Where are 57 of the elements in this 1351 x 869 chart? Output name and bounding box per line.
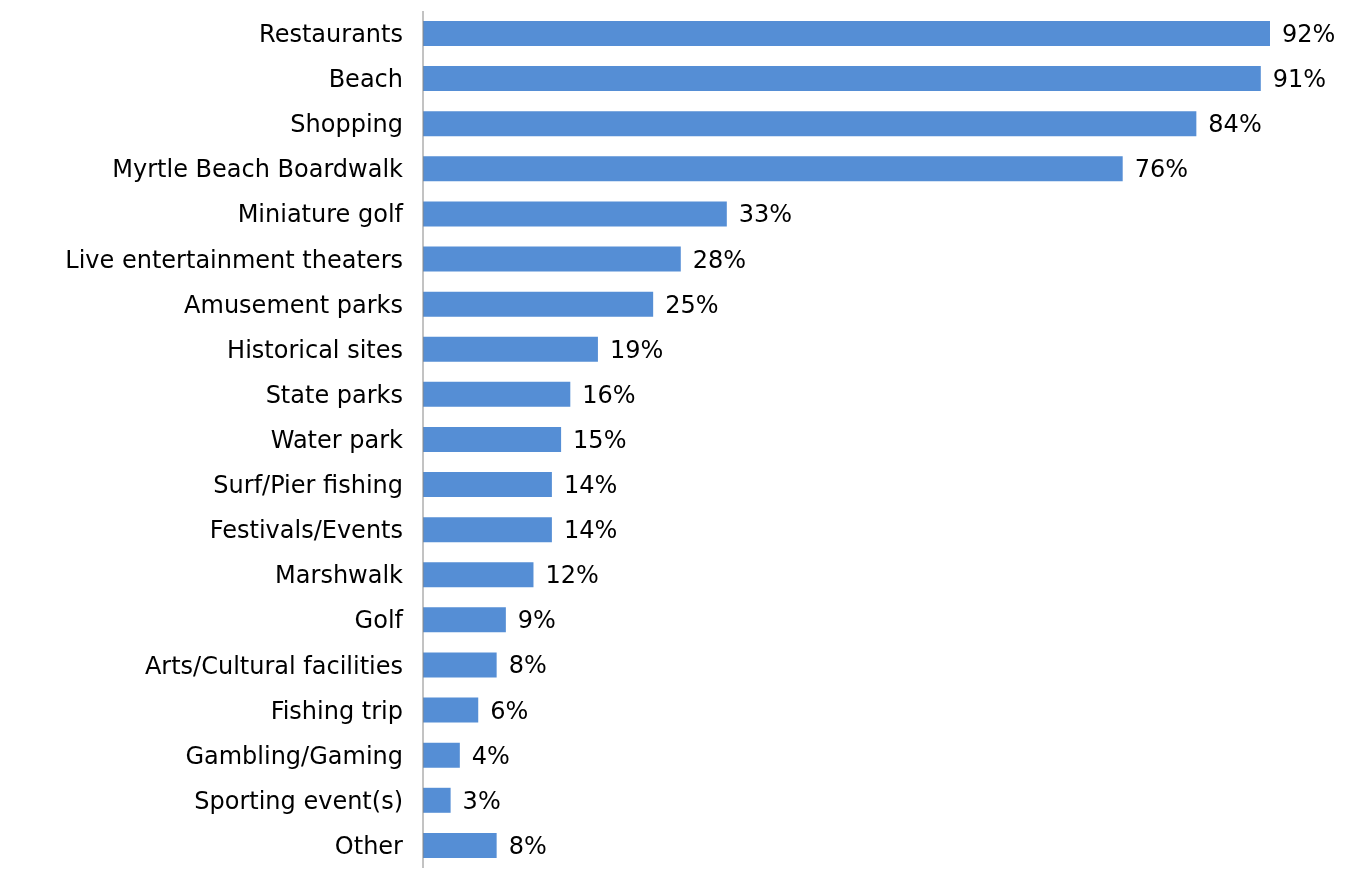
y-tick-label: Miniature golf: [237, 200, 404, 229]
data-label: 28%: [692, 245, 747, 274]
y-tick-label: Historical sites: [227, 335, 403, 364]
data-label: 4%: [471, 741, 510, 770]
data-label: 91%: [1272, 65, 1327, 94]
data-label: 25%: [665, 290, 719, 319]
bar: [423, 246, 681, 272]
bar: [423, 787, 451, 813]
bar: [423, 652, 497, 678]
bar: [423, 156, 1123, 182]
y-tick-label: Live entertainment theaters: [65, 245, 403, 274]
data-label: 8%: [508, 831, 547, 860]
data-label: 9%: [517, 606, 556, 635]
y-tick-label: Golf: [354, 606, 404, 635]
bar: [423, 697, 479, 723]
data-label: 84%: [1208, 110, 1262, 139]
data-label: 16%: [582, 380, 636, 409]
y-tick-label: Myrtle Beach Boardwalk: [112, 155, 404, 184]
data-label: 12%: [545, 561, 599, 590]
y-tick-label: Festivals/Events: [209, 516, 403, 545]
y-tick-label: Shopping: [290, 110, 403, 139]
bar: [423, 517, 552, 543]
data-label: 8%: [508, 651, 547, 680]
y-tick-label: Other: [334, 831, 404, 860]
data-label: 19%: [609, 335, 664, 364]
bar: [423, 426, 562, 452]
bar: [423, 562, 534, 588]
bar: [423, 381, 571, 407]
y-tick-label: Gambling/Gaming: [185, 741, 403, 770]
data-label: 92%: [1282, 20, 1336, 49]
y-tick-label: Marshwalk: [275, 561, 404, 590]
y-tick-label: Surf/Pier fishing: [213, 471, 403, 500]
bar: [423, 66, 1261, 92]
data-label: 76%: [1134, 155, 1189, 184]
data-label: 14%: [563, 516, 618, 545]
y-tick-label: Sporting event(s): [194, 786, 403, 815]
bar: [423, 291, 654, 317]
y-tick-label: Water park: [270, 426, 404, 455]
data-label: 3%: [462, 786, 501, 815]
y-tick-label: Amusement parks: [184, 290, 403, 319]
data-label: 15%: [573, 425, 627, 454]
y-tick-label: Restaurants: [259, 20, 403, 49]
bar: [423, 21, 1270, 46]
y-tick-label: State parks: [265, 380, 403, 409]
bar: [423, 607, 506, 633]
y-tick-label: Fishing trip: [270, 696, 403, 725]
bar: [423, 742, 460, 768]
data-label: 6%: [490, 696, 529, 725]
bar: [423, 832, 497, 858]
data-label: 33%: [738, 200, 793, 229]
bar: [423, 111, 1197, 137]
y-tick-label: Beach: [328, 65, 403, 94]
bar: [423, 472, 552, 498]
bar: [423, 336, 598, 362]
data-label: 14%: [563, 471, 618, 500]
bar: [423, 201, 727, 227]
y-tick-label: Arts/Cultural facilities: [144, 651, 403, 680]
